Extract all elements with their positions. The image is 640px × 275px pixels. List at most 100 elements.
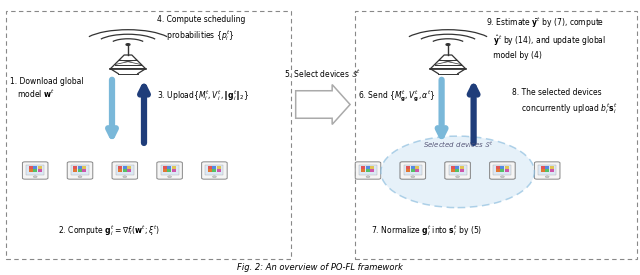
FancyBboxPatch shape (404, 165, 422, 175)
FancyBboxPatch shape (490, 162, 515, 179)
FancyBboxPatch shape (460, 166, 464, 169)
FancyBboxPatch shape (208, 169, 212, 172)
Circle shape (78, 176, 82, 178)
FancyBboxPatch shape (212, 169, 216, 172)
FancyBboxPatch shape (449, 165, 467, 175)
FancyBboxPatch shape (406, 169, 410, 172)
FancyBboxPatch shape (496, 169, 500, 172)
FancyBboxPatch shape (406, 166, 410, 169)
FancyBboxPatch shape (541, 166, 545, 169)
Circle shape (126, 44, 130, 45)
FancyBboxPatch shape (545, 169, 549, 172)
Text: 6. Send $\{M_{\mathbf{g}}^t, V_{\mathbf{g}}^t, \alpha^t\}$: 6. Send $\{M_{\mathbf{g}}^t, V_{\mathbf{… (358, 88, 436, 103)
FancyBboxPatch shape (400, 162, 426, 179)
FancyBboxPatch shape (505, 166, 509, 169)
FancyBboxPatch shape (359, 165, 377, 175)
FancyBboxPatch shape (415, 166, 419, 169)
FancyBboxPatch shape (217, 169, 221, 172)
FancyBboxPatch shape (505, 169, 509, 172)
Text: 9. Estimate $\bar{\mathbf{y}}^t$ by (7), compute
   $\hat{\mathbf{y}}^t$ by (14): 9. Estimate $\bar{\mathbf{y}}^t$ by (7),… (486, 15, 607, 60)
FancyBboxPatch shape (33, 166, 37, 169)
Circle shape (123, 176, 127, 178)
FancyBboxPatch shape (400, 162, 426, 179)
FancyBboxPatch shape (26, 165, 44, 175)
Text: 2. Compute $\mathbf{g}_i^t = \nabla f_i(\mathbf{w}^t; \xi^t)$: 2. Compute $\mathbf{g}_i^t = \nabla f_i(… (58, 223, 159, 238)
FancyBboxPatch shape (217, 166, 221, 169)
Bar (6, 11, 291, 258)
Circle shape (168, 176, 172, 178)
FancyBboxPatch shape (71, 165, 89, 175)
Text: 4. Compute scheduling
    probabilities $\{p_i^t\}$: 4. Compute scheduling probabilities $\{p… (157, 15, 245, 43)
FancyBboxPatch shape (205, 165, 223, 175)
FancyBboxPatch shape (161, 165, 179, 175)
FancyBboxPatch shape (123, 166, 127, 169)
FancyBboxPatch shape (411, 169, 415, 172)
FancyBboxPatch shape (404, 165, 422, 175)
FancyBboxPatch shape (157, 162, 182, 179)
FancyBboxPatch shape (362, 169, 365, 172)
FancyBboxPatch shape (83, 166, 86, 169)
FancyBboxPatch shape (411, 166, 415, 169)
FancyBboxPatch shape (29, 169, 33, 172)
FancyBboxPatch shape (456, 169, 460, 172)
FancyBboxPatch shape (366, 166, 370, 169)
FancyBboxPatch shape (78, 166, 82, 169)
FancyBboxPatch shape (456, 166, 460, 169)
FancyBboxPatch shape (456, 166, 460, 169)
FancyBboxPatch shape (550, 166, 554, 169)
FancyBboxPatch shape (445, 162, 470, 179)
Circle shape (456, 176, 460, 178)
FancyArrow shape (296, 85, 350, 124)
FancyBboxPatch shape (451, 169, 455, 172)
FancyBboxPatch shape (163, 169, 167, 172)
Circle shape (411, 176, 415, 178)
FancyBboxPatch shape (38, 166, 42, 169)
FancyBboxPatch shape (445, 162, 470, 179)
FancyBboxPatch shape (545, 166, 549, 169)
FancyBboxPatch shape (538, 165, 556, 175)
FancyBboxPatch shape (406, 169, 410, 172)
FancyBboxPatch shape (460, 169, 464, 172)
FancyBboxPatch shape (500, 166, 504, 169)
FancyBboxPatch shape (534, 162, 560, 179)
FancyBboxPatch shape (500, 166, 504, 169)
Circle shape (366, 176, 370, 178)
Circle shape (500, 176, 504, 178)
FancyBboxPatch shape (451, 166, 455, 169)
FancyBboxPatch shape (29, 166, 33, 169)
FancyBboxPatch shape (451, 169, 455, 172)
Circle shape (212, 176, 216, 178)
Text: 1. Download global
   model $\mathbf{w}^t$: 1. Download global model $\mathbf{w}^t$ (10, 77, 83, 100)
FancyBboxPatch shape (355, 162, 381, 179)
FancyBboxPatch shape (74, 169, 77, 172)
FancyBboxPatch shape (78, 169, 82, 172)
FancyBboxPatch shape (496, 166, 500, 169)
Text: $\it{Selected\ devices}\ \mathcal{S}^t$: $\it{Selected\ devices}\ \mathcal{S}^t$ (422, 139, 493, 150)
FancyBboxPatch shape (406, 166, 410, 169)
FancyBboxPatch shape (371, 169, 374, 172)
FancyBboxPatch shape (371, 166, 374, 169)
Circle shape (500, 176, 504, 178)
FancyBboxPatch shape (168, 166, 172, 169)
Circle shape (545, 176, 549, 178)
FancyBboxPatch shape (127, 166, 131, 169)
FancyBboxPatch shape (490, 162, 515, 179)
FancyBboxPatch shape (67, 162, 93, 179)
FancyBboxPatch shape (460, 169, 464, 172)
FancyBboxPatch shape (541, 169, 545, 172)
FancyBboxPatch shape (362, 166, 365, 169)
FancyBboxPatch shape (116, 165, 134, 175)
FancyBboxPatch shape (496, 169, 500, 172)
FancyBboxPatch shape (411, 166, 415, 169)
FancyBboxPatch shape (550, 169, 554, 172)
FancyBboxPatch shape (172, 166, 176, 169)
FancyBboxPatch shape (163, 166, 167, 169)
FancyBboxPatch shape (74, 166, 77, 169)
FancyBboxPatch shape (112, 162, 138, 179)
FancyBboxPatch shape (366, 169, 370, 172)
FancyBboxPatch shape (123, 169, 127, 172)
FancyBboxPatch shape (449, 165, 467, 175)
FancyBboxPatch shape (456, 169, 460, 172)
FancyBboxPatch shape (505, 166, 509, 169)
Bar (355, 11, 637, 258)
